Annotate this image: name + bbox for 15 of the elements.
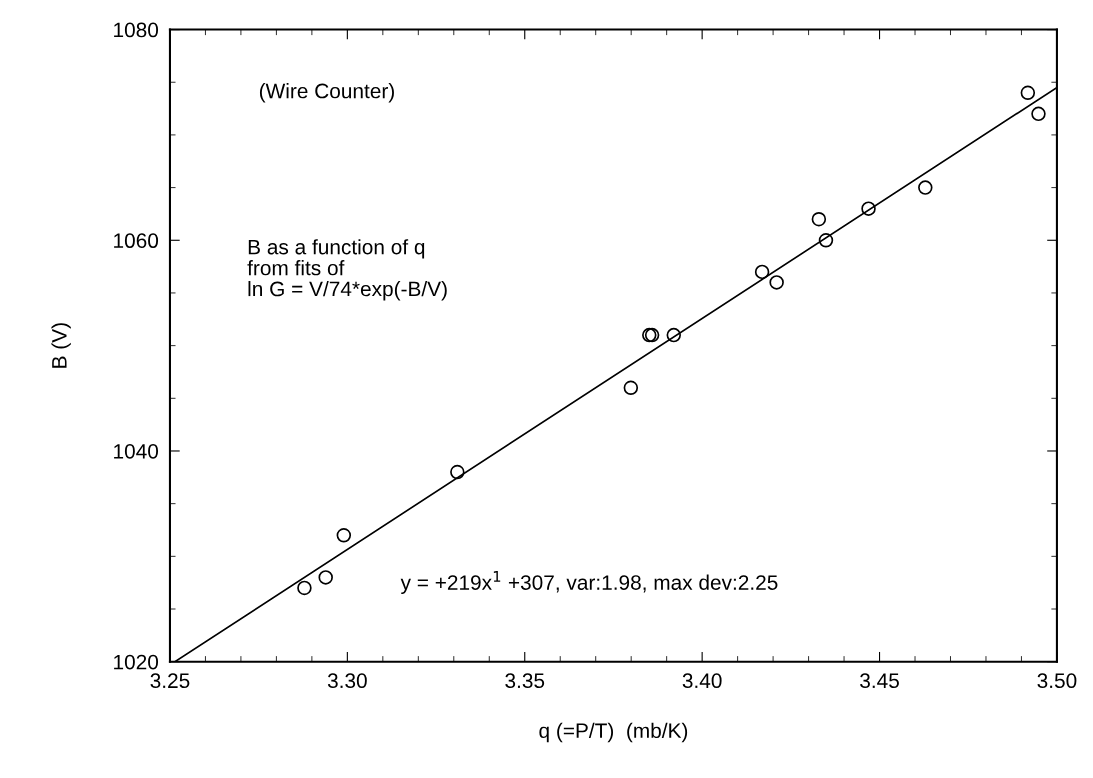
- x-tick-label: 3.25: [150, 673, 190, 689]
- y-tick-label: 1020: [114, 654, 159, 670]
- x-tick-label: 3.50: [1037, 673, 1077, 689]
- x-tick-label: 3.35: [505, 673, 545, 689]
- y-tick-label: 1080: [114, 22, 159, 38]
- x-axis-title: q (=P/T) (mb/K): [539, 722, 688, 743]
- annotation: B as a function of q from fits of ln G = V/74*exp(-B/V): [247, 239, 447, 301]
- x-tick-label: 3.30: [327, 673, 367, 689]
- annotation: y = +219x$^{1}$ +307, var:1.98, max dev:2.25: [400, 571, 778, 595]
- x-tick-label: 3.40: [682, 673, 722, 689]
- y-tick-label: 1060: [114, 233, 159, 249]
- x-tick-label: 3.45: [860, 673, 899, 689]
- annotation: (Wire Counter): [259, 83, 394, 103]
- y-tick-label: 1040: [114, 443, 159, 459]
- y-axis-title: B (V): [51, 323, 71, 368]
